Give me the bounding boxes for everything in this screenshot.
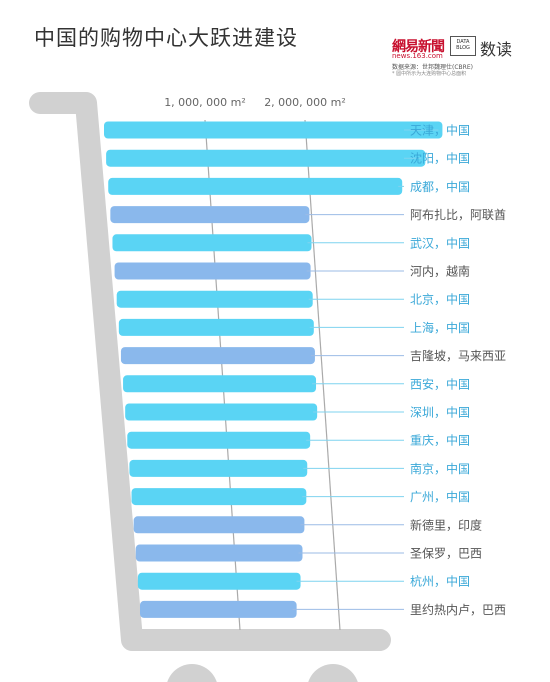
category-label-3: 成都，中国 <box>410 179 470 194</box>
bar-9 <box>120 347 315 365</box>
category-label-16: 圣保罗，巴西 <box>410 547 482 561</box>
bar-10 <box>123 375 317 393</box>
bar-11 <box>125 403 318 421</box>
bar-18 <box>140 600 297 618</box>
gridline-2 <box>304 119 341 631</box>
category-label-15: 新德里，印度 <box>410 517 482 532</box>
category-label-6: 河内，越南 <box>410 264 470 279</box>
category-label-1: 天津，中国 <box>410 123 470 138</box>
bar-5 <box>112 234 312 252</box>
bar-8 <box>118 318 314 336</box>
category-label-5: 武汉，中国 <box>410 235 470 250</box>
bar-16 <box>135 544 303 562</box>
chart-note: * 圆中所示为大连购物中心总面积 <box>392 71 467 77</box>
bar-7 <box>116 290 313 308</box>
bar-15 <box>133 516 305 534</box>
logo-main-text: 網易新聞 <box>392 39 445 55</box>
shopping-cart-graphic <box>29 92 391 682</box>
bar-2 <box>106 149 426 167</box>
bar-1 <box>104 121 443 139</box>
category-label-17: 杭州，中国 <box>410 574 470 589</box>
category-label-2: 沈阳，中国 <box>410 151 470 166</box>
category-label-13: 南京，中国 <box>410 461 470 476</box>
bar-13 <box>129 459 308 477</box>
netease-logo: 網易新聞 news.163.com DATA BLOG 数读 <box>392 36 532 80</box>
shudu-text: 数读 <box>480 40 513 59</box>
tick-label-1: 1, 000, 000 m² <box>164 96 246 109</box>
category-label-18: 里约热内卢，巴西 <box>410 602 506 617</box>
category-labels: 天津，中国沈阳，中国成都，中国阿布扎比，阿联酋武汉，中国河内，越南北京，中国上海… <box>292 123 506 617</box>
category-label-7: 北京，中国 <box>410 292 470 307</box>
category-label-4: 阿布扎比，阿联酋 <box>410 207 506 222</box>
tick-label-2: 2, 000, 000 m² <box>264 96 346 109</box>
bars <box>104 121 443 618</box>
bar-3 <box>108 177 403 195</box>
datablog-box: DATA BLOG <box>450 36 476 56</box>
category-label-8: 上海，中国 <box>410 320 470 335</box>
bar-12 <box>127 431 311 449</box>
category-label-10: 西安，中国 <box>410 376 470 391</box>
cart-frame <box>29 92 391 651</box>
cart-wheel-right <box>308 664 358 682</box>
data-source: 数据来源：世邦魏理仕(CBRE) <box>392 64 473 71</box>
category-label-9: 吉隆坡，马来西亚 <box>410 348 506 363</box>
bar-17 <box>137 572 301 590</box>
category-label-14: 广州，中国 <box>410 489 470 504</box>
cart-wheel-left <box>167 664 217 682</box>
category-label-12: 重庆，中国 <box>410 433 470 448</box>
chart-title: 中国的购物中心大跃进建设 <box>34 26 298 50</box>
category-label-11: 深圳，中国 <box>410 405 470 420</box>
bar-14 <box>131 488 307 506</box>
logo-sub-text: news.163.com <box>392 52 443 60</box>
bar-6 <box>114 262 311 280</box>
bar-4 <box>110 206 310 224</box>
